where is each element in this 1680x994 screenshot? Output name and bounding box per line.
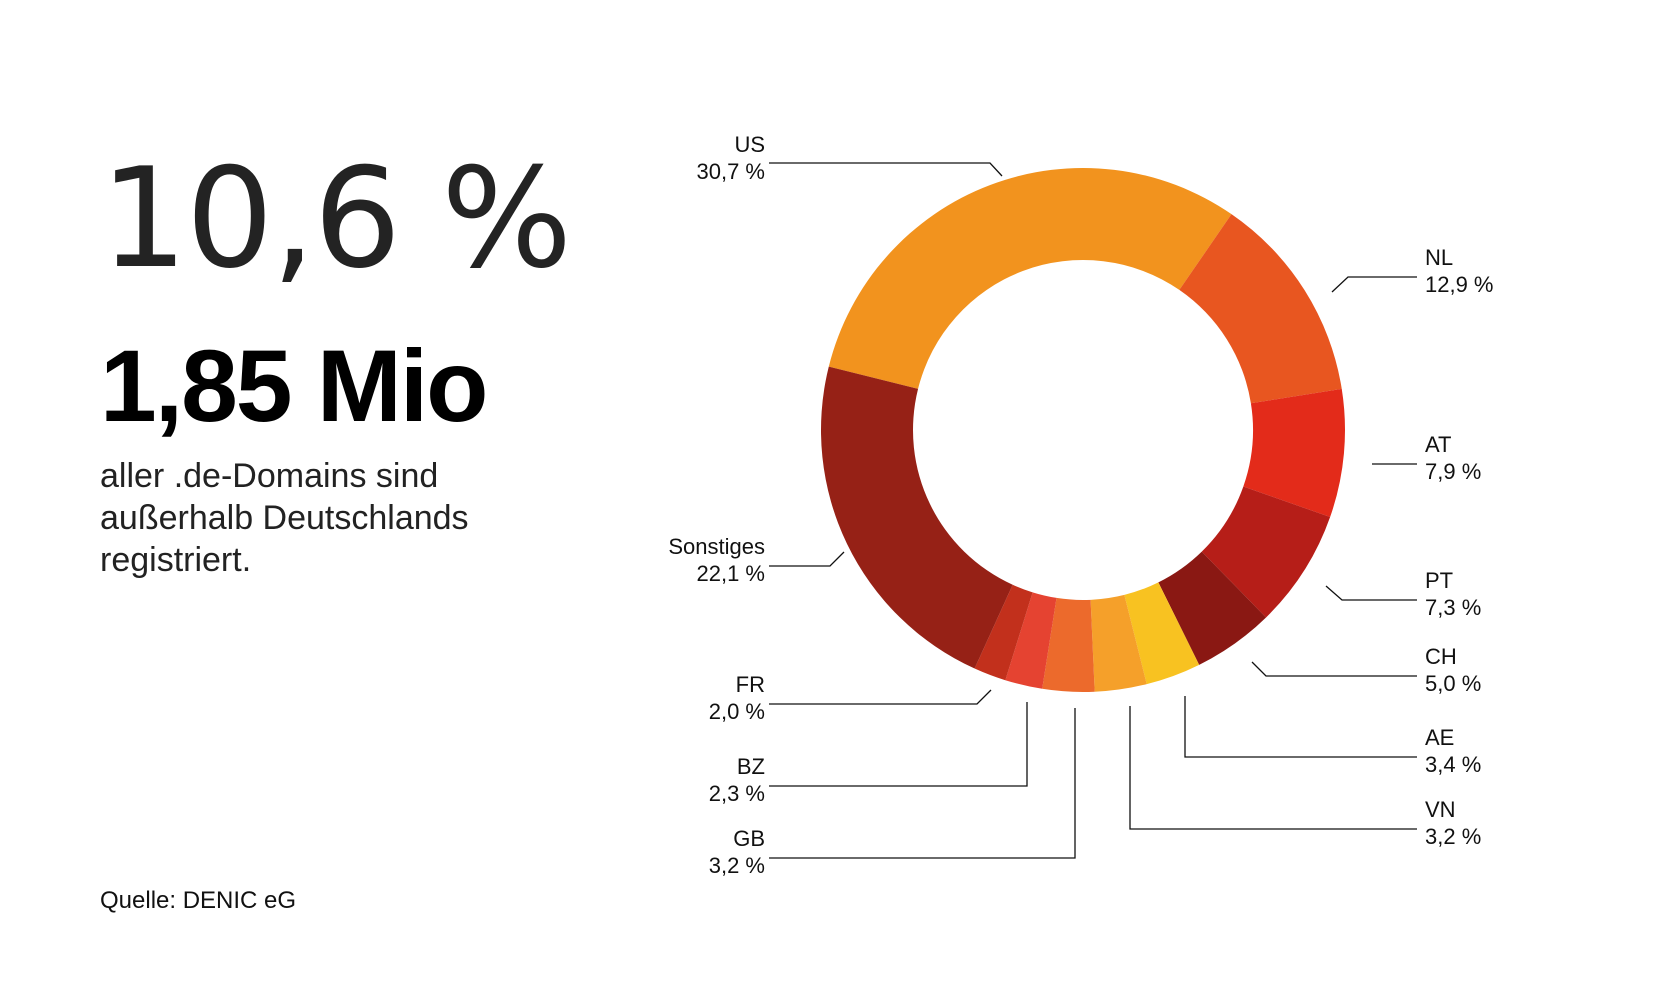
description-line: registriert.	[100, 541, 252, 579]
slice-us	[828, 168, 1232, 389]
leader-line-ae	[1184, 696, 1417, 758]
leader-line-us	[769, 162, 1003, 177]
slice-gb	[1042, 597, 1095, 692]
slice-at	[1243, 388, 1345, 518]
source-note: Quelle: DENIC eG	[100, 887, 297, 914]
slice-label-us: US	[734, 132, 765, 157]
leader-line-gb	[769, 708, 1076, 859]
slice-vn	[1090, 594, 1147, 692]
slice-label-nl: NL	[1425, 245, 1453, 270]
description: aller .de-Domains sind außerhalb Deutsch…	[100, 455, 560, 581]
slice-ch	[1158, 551, 1267, 665]
slice-label-at: AT	[1425, 432, 1451, 457]
leader-line-vn	[1129, 706, 1417, 830]
slice-label-sonstiges: Sonstiges	[668, 534, 765, 559]
slice-bz	[1005, 592, 1057, 689]
slice-value-fr: 2,0 %	[709, 699, 765, 724]
slice-sonstiges	[821, 366, 1013, 669]
description-line: außerhalb Deutschlands	[100, 499, 469, 537]
slice-value-gb: 3,2 %	[709, 853, 765, 878]
slice-value-sonstiges: 22,1 %	[697, 561, 766, 586]
slice-value-ae: 3,4 %	[1425, 752, 1481, 777]
slice-label-ch: CH	[1425, 644, 1457, 669]
slice-value-at: 7,9 %	[1425, 459, 1481, 484]
slice-value-us: 30,7 %	[697, 159, 766, 184]
slice-label-gb: GB	[733, 826, 765, 851]
leader-line-sonstiges	[769, 551, 845, 567]
leader-line-fr	[769, 689, 992, 705]
share-percentage: 10,6 %	[100, 138, 572, 299]
leader-line-bz	[769, 702, 1028, 787]
domain-count: 1,85 Mio	[100, 329, 488, 443]
slice-pt	[1201, 486, 1331, 618]
slice-label-pt: PT	[1425, 568, 1453, 593]
slice-label-bz: BZ	[737, 754, 765, 779]
description-line: aller .de-Domains sind	[100, 457, 439, 495]
slice-fr	[974, 584, 1033, 681]
slice-value-pt: 7,3 %	[1425, 595, 1481, 620]
slice-label-vn: VN	[1425, 797, 1456, 822]
slice-value-vn: 3,2 %	[1425, 824, 1481, 849]
slice-value-ch: 5,0 %	[1425, 671, 1481, 696]
slice-label-ae: AE	[1425, 725, 1454, 750]
leader-line-pt	[1325, 585, 1417, 601]
slice-value-nl: 12,9 %	[1425, 272, 1494, 297]
leader-line-nl	[1331, 276, 1417, 293]
slice-ae	[1124, 582, 1200, 685]
slice-nl	[1179, 214, 1342, 404]
leader-line-ch	[1251, 661, 1417, 677]
slice-value-bz: 2,3 %	[709, 781, 765, 806]
slice-label-fr: FR	[736, 672, 765, 697]
